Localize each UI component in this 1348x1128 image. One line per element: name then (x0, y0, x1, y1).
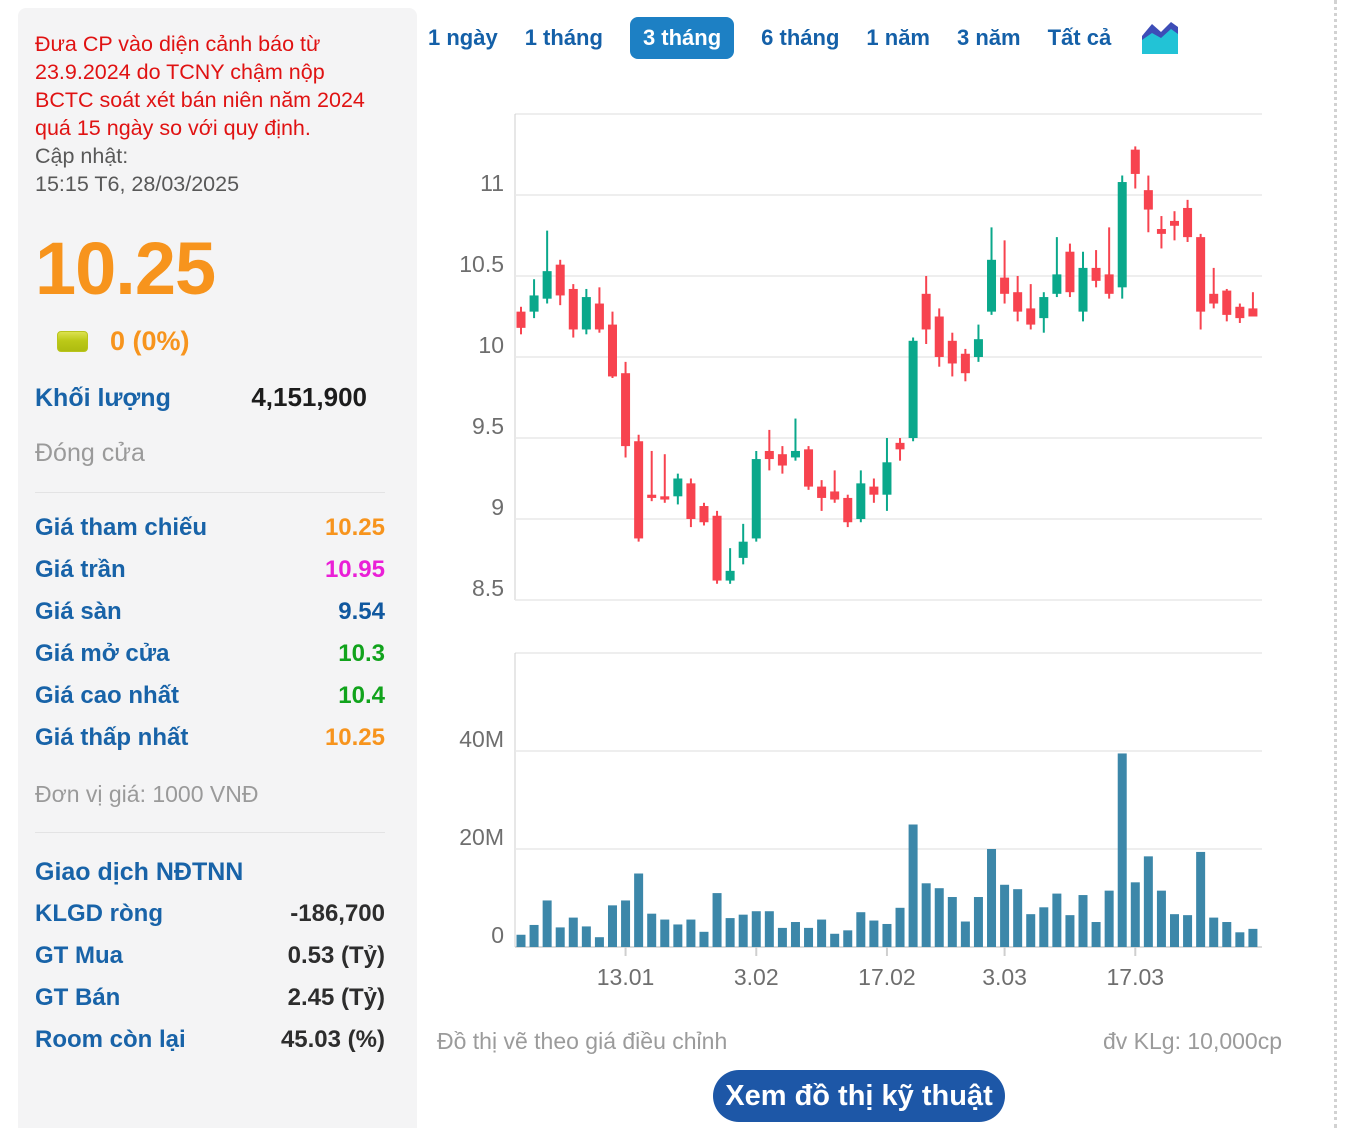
svg-text:17.02: 17.02 (858, 964, 916, 990)
row-label: KLGD ròng (35, 900, 163, 927)
table-row: GT Mua 0.53 (Tỷ) (35, 935, 385, 977)
row-value: 10.3 (338, 640, 385, 667)
tab-3-month[interactable]: 3 tháng (629, 17, 735, 59)
svg-text:9.5: 9.5 (472, 413, 504, 439)
warning-text: Đưa CP vào diện cảnh báo từ 23.9.2024 do… (35, 32, 365, 140)
table-row: Giá cao nhất 10.4 (35, 675, 385, 717)
row-value: 0.53 (Tỷ) (287, 942, 385, 969)
divider (35, 492, 385, 493)
price-grid: 11 10.5 10 9.5 9 8.5 (459, 113, 1262, 601)
tab-6-month[interactable]: 6 tháng (761, 25, 840, 50)
tab-all[interactable]: Tất cả (1047, 25, 1112, 50)
no-change-badge (57, 330, 88, 352)
svg-text:40M: 40M (459, 726, 504, 752)
table-row: Giá mở cửa 10.3 (35, 633, 385, 675)
svg-text:20M: 20M (459, 824, 504, 850)
row-label: Giá mở cửa (35, 640, 170, 667)
svg-text:9: 9 (491, 494, 504, 520)
row-value: 10.25 (324, 724, 385, 751)
row-label: Giá sàn (35, 598, 122, 625)
row-value: 9.54 (338, 598, 385, 625)
table-row: Giá tham chiếu 10.25 (35, 507, 385, 549)
row-label: Giá tham chiếu (35, 514, 208, 541)
adjusted-price-note: Đồ thị vẽ theo giá điều chỉnh (437, 1028, 728, 1054)
table-row: GT Bán 2.45 (Tỷ) (35, 977, 385, 1019)
price-table: Giá tham chiếu 10.25 Giá trần 10.95 Giá … (35, 507, 385, 759)
session-status: Đóng cửa (35, 439, 145, 467)
svg-text:17.03: 17.03 (1107, 964, 1165, 990)
row-label: Giá thấp nhất (35, 724, 189, 751)
foreign-section-title: Giao dịch NĐTNN (35, 857, 244, 886)
foreign-trading-section: Giao dịch NĐTNN KLGD ròng -186,700 GT Mu… (35, 851, 385, 1061)
area-chart-icon[interactable] (1140, 20, 1180, 56)
row-label: Giá cao nhất (35, 682, 180, 709)
svg-text:0: 0 (491, 922, 504, 948)
volume-label: Khối lượng (35, 384, 171, 412)
row-value: 10.25 (324, 514, 385, 541)
tab-1-year[interactable]: 1 năm (866, 25, 930, 50)
table-row: Room còn lại 45.03 (%) (35, 1019, 385, 1061)
current-price: 10.25 (35, 227, 216, 310)
row-label: Room còn lại (35, 1026, 186, 1053)
tab-1-month[interactable]: 1 tháng (524, 25, 603, 50)
row-label: Giá trần (35, 556, 126, 583)
row-value: 2.45 (Tỷ) (287, 984, 385, 1011)
svg-text:10.5: 10.5 (459, 251, 504, 277)
row-value: 10.95 (324, 556, 385, 583)
svg-text:13.01: 13.01 (597, 964, 655, 990)
tab-1-day[interactable]: 1 ngày (428, 25, 498, 50)
svg-text:8.5: 8.5 (472, 575, 504, 601)
stock-chart[interactable]: 11 10.5 10 9.5 9 8.5 0 20M 40M 13.01 3.02 17.02 3.03… (417, 0, 1348, 1010)
period-tabs: 1 ngày 1 tháng 3 tháng 6 tháng 1 năm 3 n… (428, 16, 1180, 60)
page-edge-divider (1334, 0, 1337, 1128)
row-label: GT Bán (35, 984, 121, 1011)
volume-value: 4,151,900 (251, 382, 367, 412)
updated-label: Cập nhật: (35, 144, 129, 168)
x-axis: 13.01 3.02 17.02 3.03 17.03 (597, 947, 1164, 990)
volume-grid: 0 20M 40M (459, 652, 1262, 948)
technical-chart-button[interactable]: Xem đồ thị kỹ thuật (713, 1070, 1005, 1122)
svg-text:3.03: 3.03 (982, 964, 1027, 990)
divider (35, 832, 385, 833)
row-value: 45.03 (%) (280, 1026, 385, 1053)
svg-text:3.02: 3.02 (734, 964, 779, 990)
stock-info-sidebar: Đưa CP vào diện cảnh báo từ 23.9.2024 do… (18, 8, 417, 1128)
table-row: Giá thấp nhất 10.25 (35, 717, 385, 759)
tab-3-year[interactable]: 3 năm (957, 25, 1021, 50)
price-change: 0 (0%) (110, 325, 190, 356)
volume-bars (516, 753, 1258, 947)
table-row: Giá trần 10.95 (35, 549, 385, 591)
svg-text:10: 10 (478, 332, 504, 358)
price-unit-note: Đơn vị giá: 1000 VNĐ (35, 781, 259, 807)
candles (516, 146, 1258, 584)
row-value: -186,700 (290, 900, 385, 927)
svg-text:11: 11 (480, 170, 504, 196)
volume-unit-note: đv KLg: 10,000cp (1102, 1028, 1282, 1054)
updated-time: 15:15 T6, 28/03/2025 (35, 172, 240, 196)
table-row: Giá sàn 9.54 (35, 591, 385, 633)
row-label: GT Mua (35, 942, 123, 969)
table-row: KLGD ròng -186,700 (35, 893, 385, 935)
row-value: 10.4 (338, 682, 385, 709)
